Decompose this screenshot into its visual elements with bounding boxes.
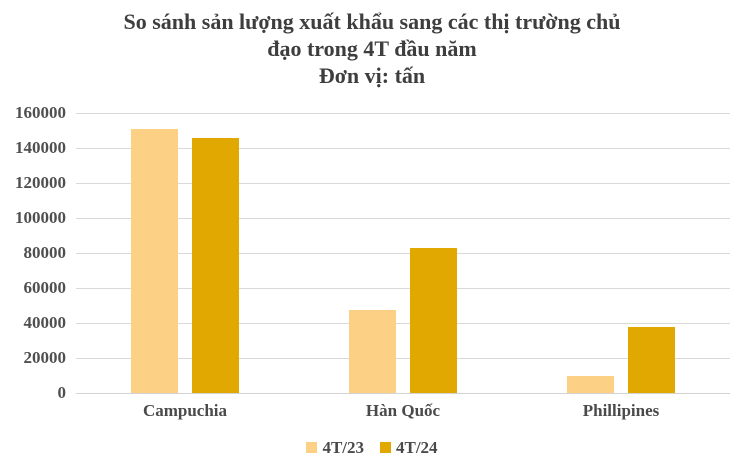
- legend-item: 4T/23: [306, 439, 364, 456]
- y-axis-tick-label: 20000: [23, 348, 67, 367]
- legend-label: 4T/24: [396, 438, 438, 457]
- chart-unit-label: Đơn vị: tấn: [318, 63, 426, 88]
- gridline: [76, 112, 730, 114]
- y-axis-tick-label: 140000: [15, 138, 66, 157]
- legend-swatch-icon: [306, 442, 318, 453]
- y-axis-tick-label: 100000: [15, 208, 66, 227]
- gridline: [76, 357, 730, 359]
- bar-series-2-category-1: [192, 137, 239, 393]
- bar-series-2-category-2: [410, 247, 457, 393]
- legend-item: 4T/24: [380, 439, 438, 456]
- x-axis-category-label: Hàn Quốc: [365, 401, 441, 420]
- chart-legend: 4T/23 4T/24: [0, 439, 744, 456]
- gridline: [76, 322, 730, 324]
- x-axis-line: [76, 392, 730, 394]
- x-axis-category-label: Phillipines: [582, 401, 660, 420]
- gridline: [76, 182, 730, 184]
- y-axis-tick-label: 120000: [15, 173, 66, 192]
- bar-series-2-category-3: [628, 326, 675, 393]
- bar-series-1-category-3: [567, 375, 614, 393]
- x-axis-category-label: Campuchia: [142, 401, 228, 420]
- legend-label: 4T/23: [322, 438, 364, 457]
- gridline: [76, 217, 730, 219]
- y-axis-tick-label: 80000: [23, 243, 67, 262]
- gridline: [76, 252, 730, 254]
- y-axis-tick-label: 160000: [15, 103, 66, 122]
- chart-title: So sánh sản lượng xuất khẩu sang các thị…: [0, 8, 744, 89]
- gridline: [76, 287, 730, 289]
- y-axis-tick-label: 0: [57, 383, 67, 402]
- legend-swatch-icon: [380, 442, 391, 453]
- chart-title-line-2: đạo trong 4T đầu năm: [267, 36, 477, 61]
- bar-series-1-category-1: [131, 128, 178, 393]
- y-axis-tick-label: 60000: [23, 278, 67, 297]
- y-axis-tick-label: 40000: [23, 313, 67, 332]
- bar-series-1-category-2: [349, 309, 396, 393]
- gridline: [76, 147, 730, 149]
- chart-title-line-1: So sánh sản lượng xuất khẩu sang các thị…: [123, 9, 621, 34]
